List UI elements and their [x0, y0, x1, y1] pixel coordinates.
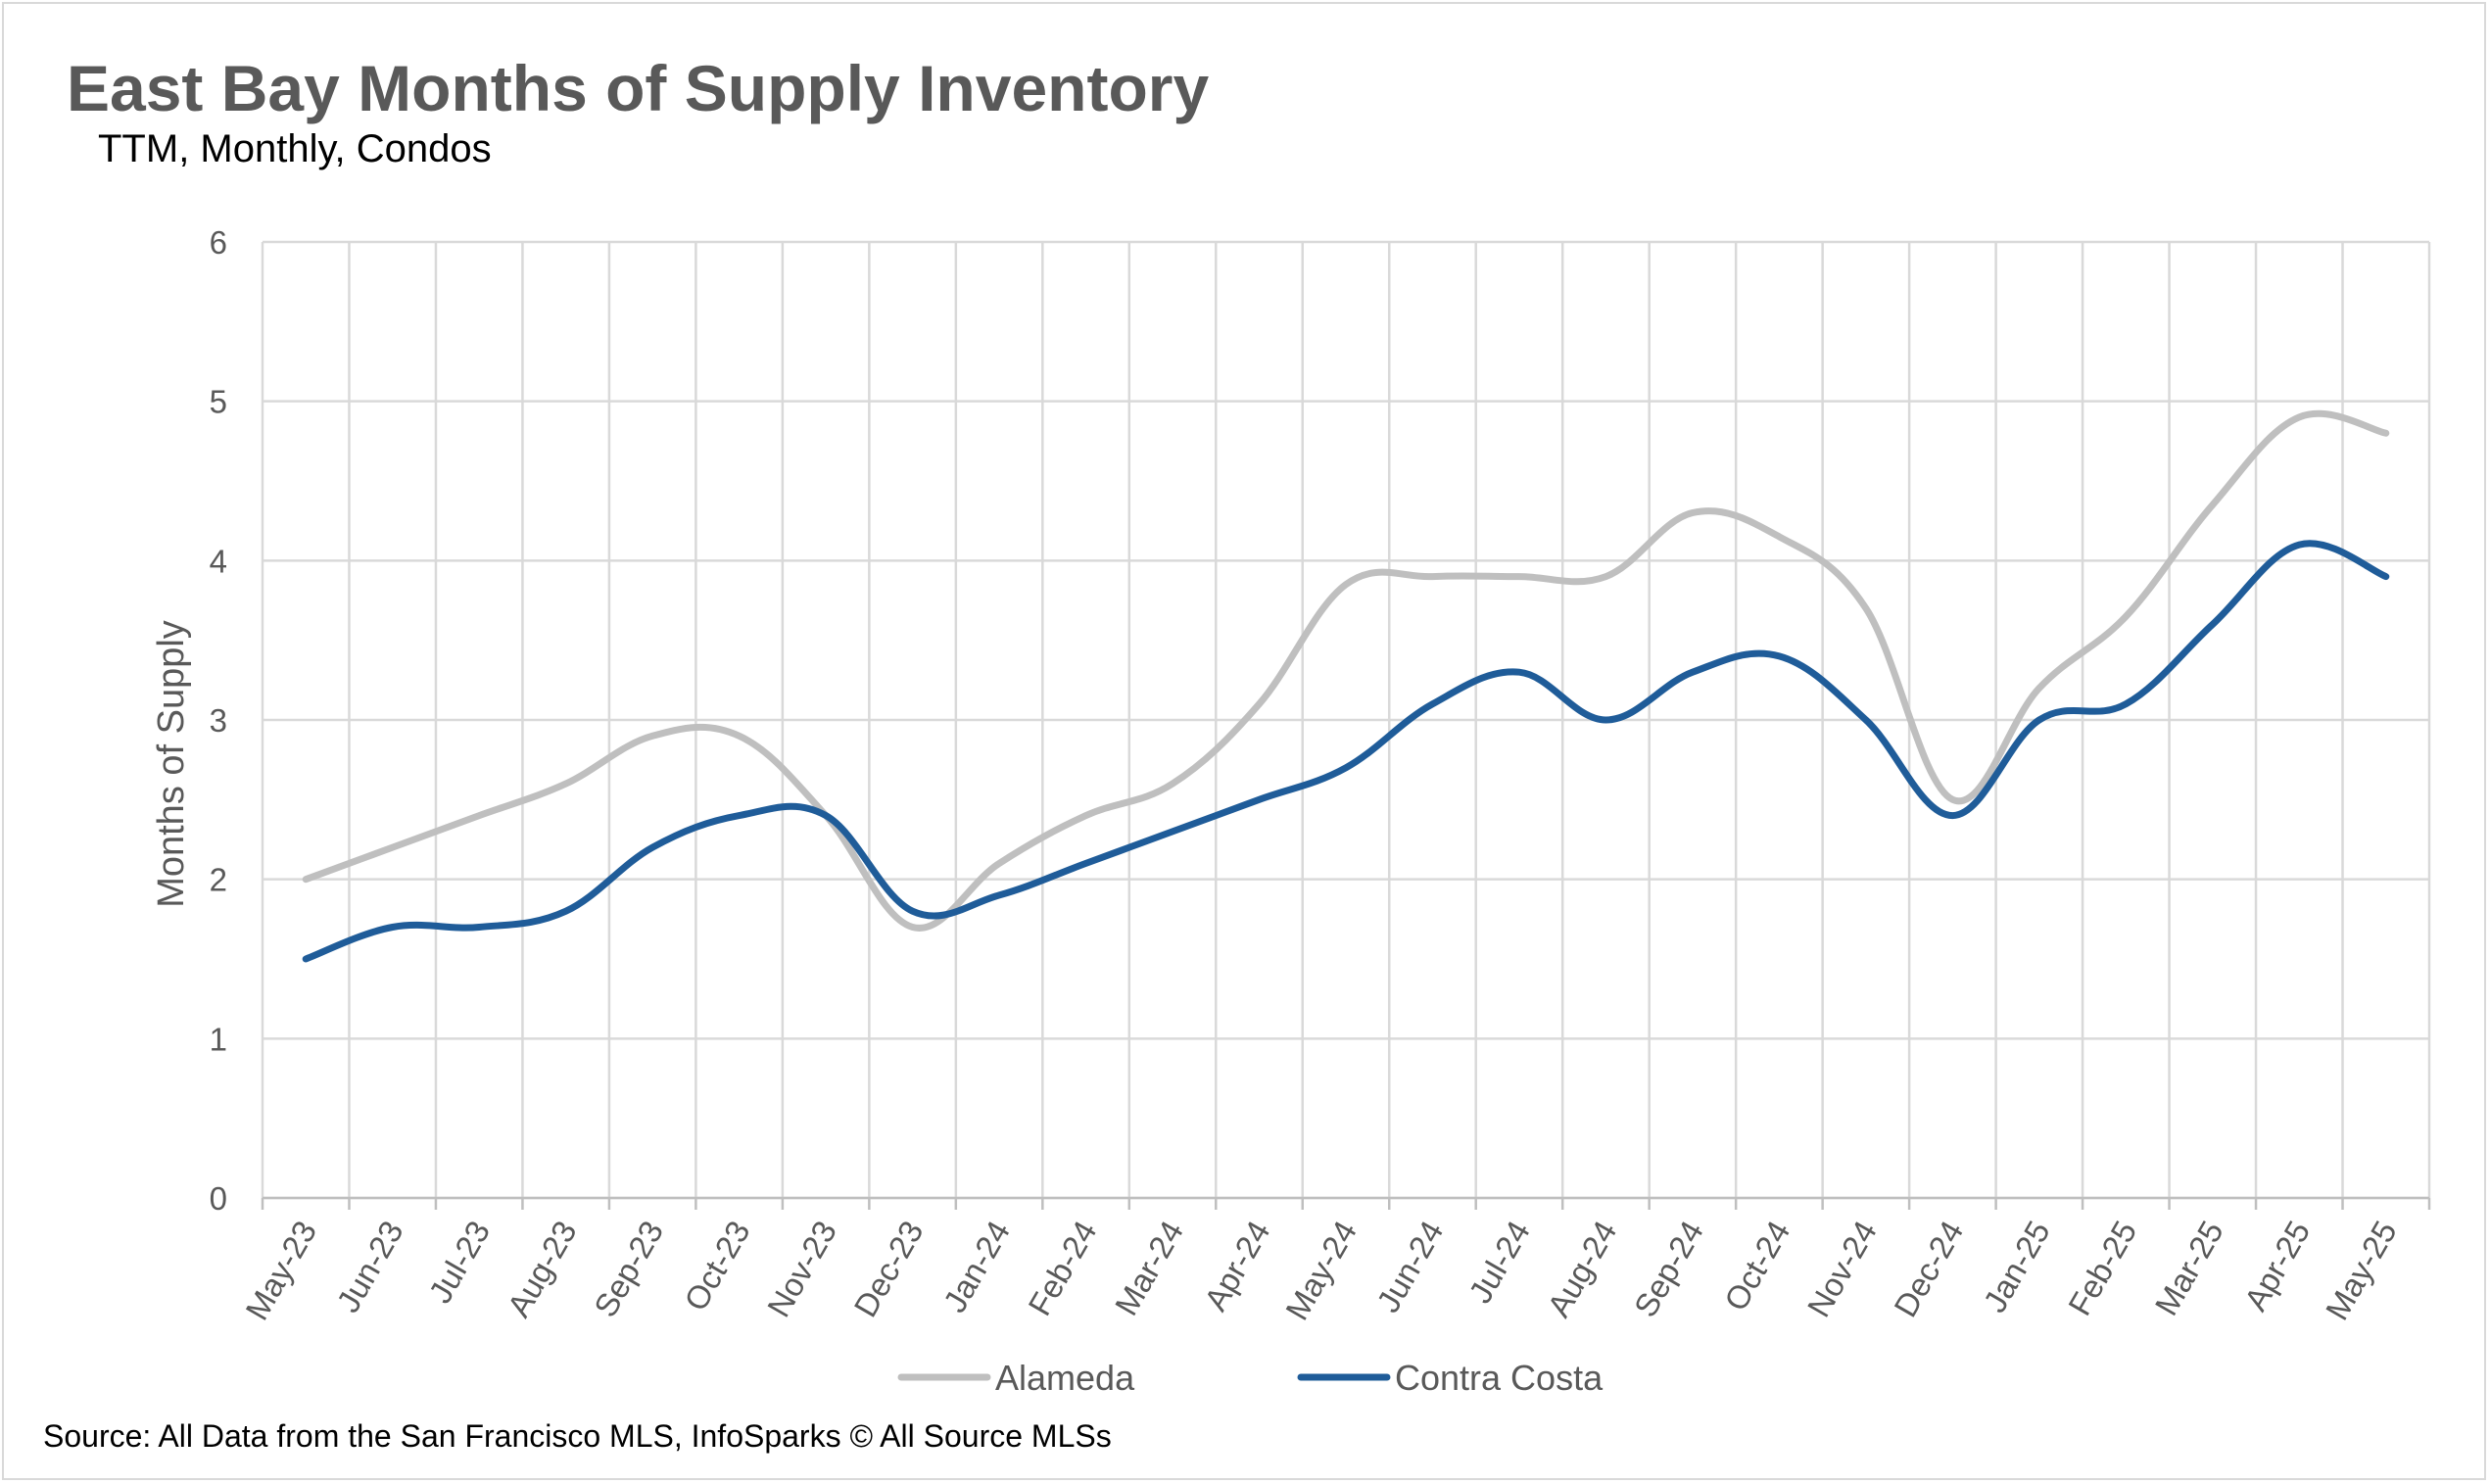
- grid-lines: [261, 240, 2431, 1210]
- x-tick-label: Jun-23: [329, 1215, 409, 1318]
- x-tick-label: May-24: [1278, 1215, 1364, 1326]
- x-tick-label: Oct-23: [677, 1215, 757, 1316]
- legend-label: Contra Costa: [1395, 1358, 1604, 1398]
- series-lines: [302, 409, 2390, 963]
- x-tick-label: Dec-23: [846, 1215, 930, 1323]
- x-tick-label: Aug-24: [1540, 1215, 1623, 1323]
- y-axis-label: Months of Supply: [151, 620, 192, 908]
- x-tick-label: Jan-25: [1976, 1215, 2056, 1318]
- series-line-alameda: [302, 409, 2390, 932]
- y-tick-label: 2: [210, 862, 227, 898]
- x-tick-label: May-23: [238, 1215, 323, 1326]
- x-tick-label: Aug-23: [500, 1215, 583, 1323]
- x-tick-label: Nov-24: [1800, 1215, 1884, 1323]
- x-tick-label: Sep-23: [587, 1215, 670, 1323]
- x-tick-label: Jul-24: [1461, 1215, 1537, 1309]
- x-tick-label: Mar-25: [2148, 1215, 2230, 1321]
- x-axis-ticks: May-23 Jun-23 Jul-23 Aug-23 Sep-23 Oct-23 Nov-…: [238, 1215, 2404, 1326]
- y-tick-label: 0: [210, 1180, 227, 1217]
- y-tick-label: 5: [210, 384, 227, 420]
- x-tick-label: Feb-24: [1021, 1215, 1103, 1321]
- x-tick-label: Oct-24: [1717, 1215, 1797, 1316]
- chart-subtitle: TTM, Monthly, Condos: [98, 127, 492, 170]
- y-tick-label: 1: [210, 1021, 227, 1057]
- x-tick-label: Nov-23: [760, 1215, 843, 1323]
- y-tick-label: 6: [210, 224, 227, 261]
- x-tick-label: May-25: [2319, 1215, 2404, 1326]
- series-line-contra-costa: [302, 540, 2390, 963]
- x-tick-label: Sep-24: [1627, 1215, 1710, 1323]
- source-note: Source: All Data from the San Francisco …: [43, 1418, 1112, 1454]
- x-tick-label: Jan-24: [936, 1215, 1017, 1318]
- x-tick-label: Jul-23: [421, 1215, 497, 1309]
- y-tick-label: 4: [210, 543, 227, 579]
- x-tick-label: Dec-24: [1887, 1215, 1970, 1323]
- legend: Alameda Contra Costa: [897, 1358, 1604, 1398]
- chart-title: East Bay Months of Supply Inventory: [67, 52, 1210, 124]
- y-axis-ticks: 0 1 2 3 4 5 6: [210, 224, 227, 1217]
- legend-label: Alameda: [995, 1358, 1135, 1398]
- x-tick-label: Apr-24: [1197, 1215, 1277, 1316]
- y-tick-label: 3: [210, 702, 227, 739]
- x-tick-label: Feb-25: [2061, 1215, 2143, 1321]
- x-tick-label: Apr-25: [2237, 1215, 2318, 1316]
- x-tick-label: Mar-24: [1108, 1215, 1190, 1321]
- x-tick-label: Jun-24: [1369, 1215, 1450, 1318]
